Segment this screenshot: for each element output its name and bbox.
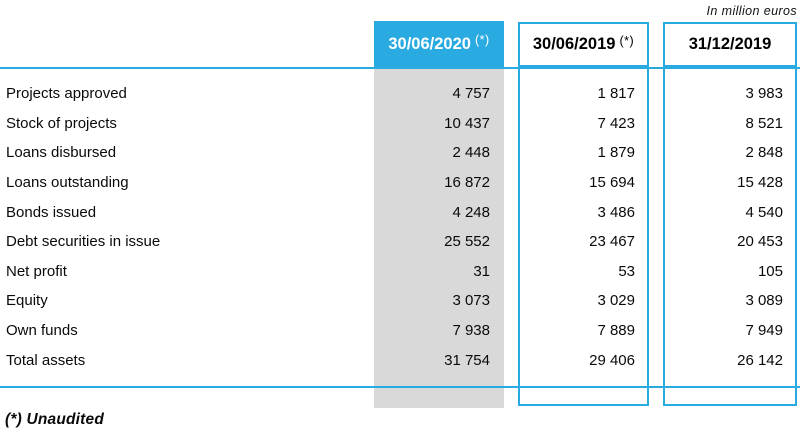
row-value-col3: 20 453 — [737, 233, 783, 251]
row-value-col2: 53 — [618, 262, 635, 280]
row-value-col2: 15 694 — [589, 174, 635, 192]
row-label: Own funds — [6, 322, 78, 340]
row-value-col1: 4 757 — [452, 85, 490, 103]
column-frame-31-12-2019 — [663, 69, 797, 406]
row-value-col3: 105 — [757, 262, 783, 280]
row-value-col2: 3 029 — [597, 292, 635, 310]
row-label: Net profit — [6, 262, 67, 280]
column-header-date: 31/12/2019 — [688, 35, 772, 53]
table-row: Bonds issued 4 248 3 486 4 540 — [0, 197, 800, 227]
row-value-col3: 3 983 — [745, 85, 783, 103]
row-value-col2: 29 406 — [589, 351, 635, 369]
row-value-col1: 2 448 — [452, 144, 490, 162]
row-value-col2: 7 423 — [597, 114, 635, 132]
footnote-unaudited: (*) Unaudited — [5, 411, 105, 428]
table-row: Equity 3 073 3 029 3 089 — [0, 286, 800, 316]
row-value-col1: 31 754 — [444, 351, 490, 369]
row-value-col3: 3 089 — [745, 292, 783, 310]
header-divider-rule — [0, 67, 800, 69]
table-row: Loans outstanding 16 872 15 694 15 428 — [0, 168, 800, 198]
row-value-col3: 2 848 — [745, 144, 783, 162]
row-value-col3: 26 142 — [737, 351, 783, 369]
table-row: Stock of projects 10 437 7 423 8 521 — [0, 109, 800, 139]
unaudited-marker: (*) — [474, 33, 490, 47]
row-label: Debt securities in issue — [6, 233, 161, 251]
row-value-col3: 15 428 — [737, 174, 783, 192]
row-value-col1: 4 248 — [452, 203, 490, 221]
table-row: Loans disbursed 2 448 1 879 2 848 — [0, 138, 800, 168]
row-value-col3: 7 949 — [745, 322, 783, 340]
table-row: Debt securities in issue 25 552 23 467 20 4… — [0, 227, 800, 257]
row-value-col1: 16 872 — [444, 174, 490, 192]
row-label: Projects approved — [6, 85, 127, 103]
row-value-col3: 4 540 — [745, 203, 783, 221]
row-value-col1: 10 437 — [444, 114, 490, 132]
row-value-col2: 1 817 — [597, 85, 635, 103]
column-header-date: 30/06/2020 — [388, 34, 471, 53]
row-label: Loans outstanding — [6, 174, 129, 192]
column-header-30-06-2019: 30/06/2019 (*) — [518, 22, 649, 67]
row-value-col1: 3 073 — [452, 292, 490, 310]
table-row: Net profit 31 53 105 — [0, 257, 800, 287]
table-row: Own funds 7 938 7 889 7 949 — [0, 316, 800, 346]
row-label: Equity — [6, 292, 48, 310]
unit-note: In million euros — [706, 4, 797, 18]
row-label: Loans disbursed — [6, 144, 117, 162]
row-label: Total assets — [6, 351, 86, 369]
row-value-col2: 1 879 — [597, 144, 635, 162]
table-bottom-rule — [0, 386, 800, 388]
highlight-column-background — [374, 69, 504, 408]
row-label: Bonds issued — [6, 203, 97, 221]
row-value-col2: 3 486 — [597, 203, 635, 221]
row-value-col1: 25 552 — [444, 233, 490, 251]
row-value-col2: 23 467 — [589, 233, 635, 251]
table-row: Total assets 31 754 29 406 26 142 — [0, 345, 800, 375]
row-value-col2: 7 889 — [597, 322, 635, 340]
column-header-30-06-2020: 30/06/2020 (*) — [374, 21, 504, 67]
table-rows: Projects approved 4 757 1 817 3 983 Stock of… — [0, 69, 800, 375]
table-row: Projects approved 4 757 1 817 3 983 — [0, 79, 800, 109]
row-label: Stock of projects — [6, 114, 117, 132]
column-header-31-12-2019: 31/12/2019 — [663, 22, 797, 67]
row-value-col1: 31 — [473, 262, 490, 280]
unaudited-marker: (*) — [619, 33, 635, 48]
column-header-date: 30/06/2019 — [532, 35, 616, 53]
column-frame-30-06-2019 — [518, 69, 649, 406]
row-value-col3: 8 521 — [745, 114, 783, 132]
row-value-col1: 7 938 — [452, 322, 490, 340]
